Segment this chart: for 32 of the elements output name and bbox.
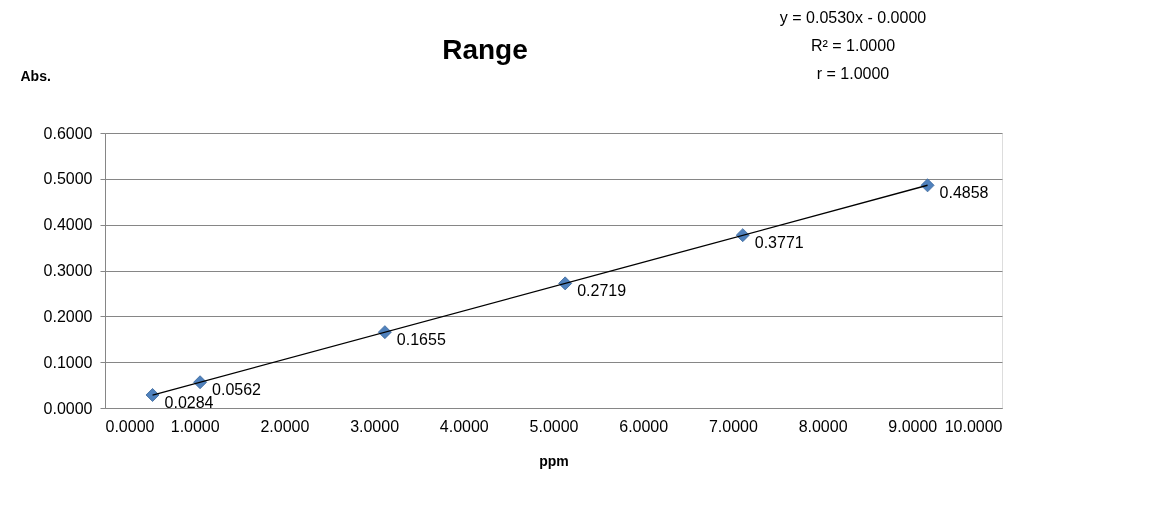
x-tick-label: 2.0000 — [260, 417, 310, 435]
x-tick-label: 1.0000 — [170, 417, 220, 435]
x-tick-label: 8.0000 — [798, 417, 848, 435]
y-axis-title: Abs. — [20, 67, 51, 84]
x-tick-label: 9.0000 — [888, 417, 938, 435]
data-label: 0.0562 — [212, 381, 262, 399]
x-tick-label: 3.0000 — [350, 417, 400, 435]
text: r = 1.0000 — [816, 65, 890, 82]
x-tick-label: 10.0000 — [944, 417, 1003, 435]
y-tick-label: 0.5000 — [43, 170, 93, 188]
data-label: 0.1655 — [396, 331, 446, 349]
y-tick-label: 0.1000 — [43, 353, 93, 371]
point — [920, 178, 935, 193]
data-label: 0.3771 — [754, 234, 804, 252]
text: R² = 1.0000 — [810, 37, 896, 54]
y-tick-label: 0.6000 — [43, 124, 93, 142]
data-label: 0.4858 — [939, 184, 989, 202]
chart-title: Range — [442, 34, 528, 65]
x-tick-label: 0.0000 — [105, 417, 155, 435]
text: y = 0.0530x - 0.0000 — [779, 9, 927, 26]
y-tick-label: 0.3000 — [43, 262, 93, 279]
x-axis-title: ppm — [539, 452, 569, 469]
x-tick-label: 7.0000 — [708, 417, 758, 435]
y-tick-label: 0.0000 — [43, 399, 93, 417]
x-tick-label: 6.0000 — [619, 417, 669, 435]
point — [145, 388, 160, 402]
x-tick-label: 5.0000 — [529, 417, 579, 435]
y-tick-label: 0.2000 — [43, 307, 93, 325]
data-label: 0.2719 — [577, 282, 627, 300]
y-tick-label: 0.4000 — [43, 216, 93, 234]
data-label: 0.0284 — [164, 393, 214, 411]
x-tick-label: 4.0000 — [439, 417, 489, 435]
